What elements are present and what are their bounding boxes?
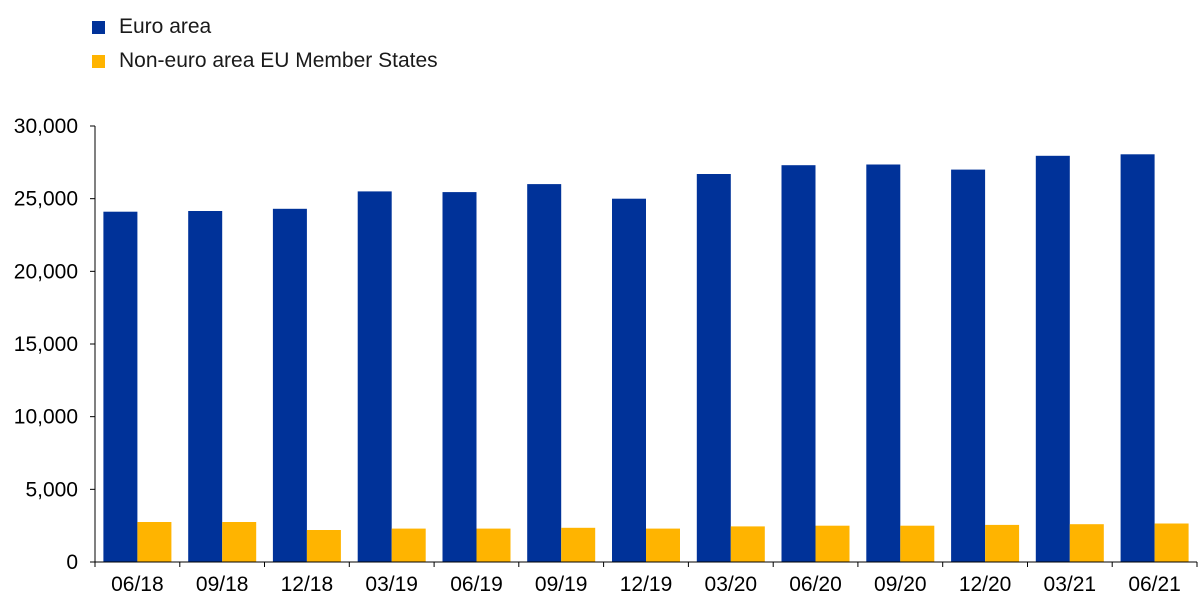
legend-swatch-non-euro [92, 54, 105, 68]
x-tick-label: 03/20 [705, 573, 758, 596]
legend-label-euro-area: Euro area [119, 15, 212, 38]
x-tick-label: 12/18 [281, 573, 334, 596]
bar-euro-area-11 [1035, 155, 1070, 563]
bar-non-euro-11 [1069, 524, 1104, 562]
legend-label-non-euro: Non-euro area EU Member States [119, 49, 438, 72]
x-tick-label: 12/19 [620, 573, 673, 596]
x-tick-label: 09/19 [535, 573, 588, 596]
bar-euro-area-4 [442, 192, 477, 562]
bar-non-euro-9 [900, 525, 935, 562]
y-tick-label: 15,000 [14, 333, 78, 356]
x-tick-label: 06/20 [789, 573, 842, 596]
y-tick-label: 20,000 [14, 260, 78, 283]
bar-euro-area-0 [103, 211, 138, 562]
y-tick-label: 25,000 [14, 188, 78, 211]
bar-euro-area-3 [357, 191, 392, 562]
bar-euro-area-1 [188, 211, 223, 562]
bar-non-euro-8 [815, 525, 850, 562]
bar-non-euro-10 [985, 524, 1020, 562]
bar-non-euro-7 [730, 526, 765, 562]
x-tick-label: 06/19 [450, 573, 503, 596]
bar-non-euro-3 [391, 528, 426, 562]
y-tick-label: 30,000 [14, 115, 78, 138]
y-tick-label: 0 [66, 551, 78, 574]
legend-item-euro-area: Euro area [92, 10, 438, 44]
bar-non-euro-2 [306, 530, 341, 562]
x-tick-label: 03/21 [1044, 573, 1097, 596]
bar-non-euro-5 [561, 527, 596, 562]
bar-euro-area-9 [866, 164, 901, 562]
bar-non-euro-4 [476, 528, 511, 562]
bar-euro-area-8 [781, 165, 816, 562]
x-tick-label: 03/19 [365, 573, 418, 596]
bar-euro-area-10 [951, 169, 986, 562]
bar-non-euro-12 [1154, 523, 1189, 562]
legend-item-non-euro: Non-euro area EU Member States [92, 44, 438, 78]
x-tick-label: 12/20 [959, 573, 1012, 596]
bar-non-euro-1 [222, 522, 257, 562]
legend-swatch-euro-area [92, 20, 105, 34]
bar-non-euro-6 [646, 528, 680, 562]
bar-euro-area-7 [696, 174, 731, 562]
bar-euro-area-12 [1120, 154, 1155, 563]
y-tick-label: 10,000 [14, 406, 78, 429]
bar-euro-area-6 [612, 198, 646, 562]
bar-non-euro-0 [137, 522, 172, 562]
bar-euro-area-2 [272, 208, 307, 563]
bar-euro-area-5 [527, 184, 562, 562]
x-tick-label: 09/20 [874, 573, 927, 596]
x-tick-label: 09/18 [196, 573, 249, 596]
y-tick-label: 5,000 [25, 478, 78, 501]
x-tick-label: 06/21 [1128, 573, 1181, 596]
legend: Euro area Non-euro area EU Member States [92, 10, 438, 78]
x-tick-label: 06/18 [111, 573, 164, 596]
